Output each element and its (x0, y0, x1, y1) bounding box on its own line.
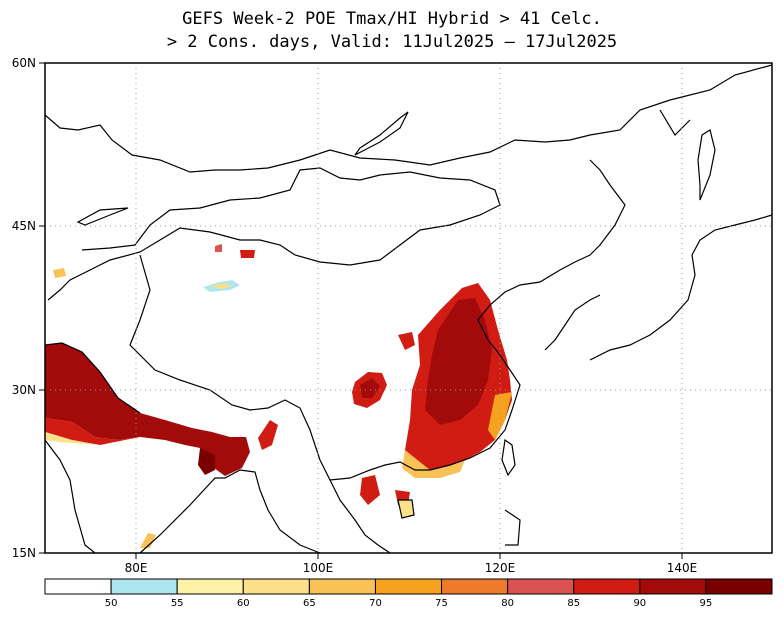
colorbar-swatch (176, 578, 244, 595)
colorbar-tick-label: 90 (633, 598, 646, 609)
colorbar-swatch (44, 578, 112, 595)
colorbar-swatch (507, 578, 575, 595)
colorbar-tick-label: 50 (105, 598, 118, 609)
coastlines-and-borders (44, 64, 773, 554)
gridlines (45, 63, 772, 553)
colorbar-swatch (441, 578, 509, 595)
lon-label-80e: 80E (125, 561, 148, 575)
lon-label-120e: 120E (485, 561, 516, 575)
colorbar-tick-label: 60 (237, 598, 250, 609)
colorbar-swatch (110, 578, 178, 595)
colorbar-tick-label: 70 (369, 598, 382, 609)
heat-probability-fill (45, 244, 512, 548)
colorbar-swatch (639, 578, 707, 595)
lon-label-100e: 100E (303, 561, 334, 575)
lat-label-60n: 60N (12, 56, 36, 70)
map-background (45, 63, 772, 553)
colorbar-tick-label: 65 (303, 598, 316, 609)
colorbar-tick-label: 75 (435, 598, 448, 609)
map-title-line1: GEFS Week-2 POE Tmax/HI Hybrid > 41 Celc… (182, 9, 602, 29)
map-frame (44, 62, 773, 554)
colorbar-swatch (573, 578, 641, 595)
map-title-line2: > 2 Cons. days, Valid: 11Jul2025 – 17Jul… (166, 32, 618, 52)
lat-label-15n: 15N (12, 546, 36, 560)
colorbar-swatch (705, 578, 773, 595)
lon-label-140e: 140E (667, 561, 698, 575)
colorbar: 50 55 60 65 70 75 80 85 90 95 (44, 578, 773, 609)
lat-label-45n: 45N (12, 219, 36, 233)
colorbar-swatch (242, 578, 310, 595)
colorbar-swatch (308, 578, 376, 595)
colorbar-swatch (374, 578, 443, 595)
colorbar-tick-label: 85 (567, 598, 580, 609)
axis-ticks (39, 62, 683, 559)
colorbar-tick-label: 95 (700, 598, 713, 609)
lat-label-30n: 30N (12, 383, 36, 397)
colorbar-tick-label: 80 (501, 598, 514, 609)
colorbar-tick-label: 55 (171, 598, 184, 609)
